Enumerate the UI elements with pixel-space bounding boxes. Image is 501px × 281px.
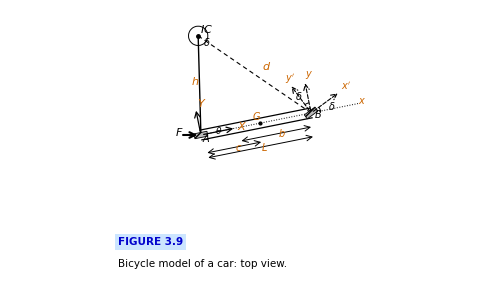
Text: $\delta$: $\delta$ <box>328 100 335 112</box>
Text: $c$: $c$ <box>235 143 242 153</box>
Text: $y$: $y$ <box>305 69 313 81</box>
Text: $A$: $A$ <box>202 132 211 144</box>
Text: $d$: $d$ <box>262 60 271 72</box>
Polygon shape <box>194 131 208 139</box>
Text: FIGURE 3.9: FIGURE 3.9 <box>118 237 183 247</box>
Text: $Y$: $Y$ <box>197 97 206 108</box>
Text: $G$: $G$ <box>252 110 261 123</box>
Text: $F$: $F$ <box>175 126 183 138</box>
Text: $y'$: $y'$ <box>285 72 295 86</box>
Text: $\delta$: $\delta$ <box>203 36 210 48</box>
Text: $\theta$: $\theta$ <box>215 125 222 136</box>
Text: $h$: $h$ <box>191 75 199 87</box>
Text: $L$: $L$ <box>262 141 269 153</box>
Text: $\delta$: $\delta$ <box>295 90 302 102</box>
Text: Bicycle model of a car: top view.: Bicycle model of a car: top view. <box>118 259 288 269</box>
Polygon shape <box>304 107 318 119</box>
Text: $IC$: $IC$ <box>199 22 212 35</box>
Text: $B$: $B$ <box>314 108 322 120</box>
Text: $x'$: $x'$ <box>341 81 352 92</box>
Text: $X$: $X$ <box>237 120 247 132</box>
Text: $x$: $x$ <box>358 96 367 106</box>
Text: $b$: $b$ <box>278 127 286 139</box>
